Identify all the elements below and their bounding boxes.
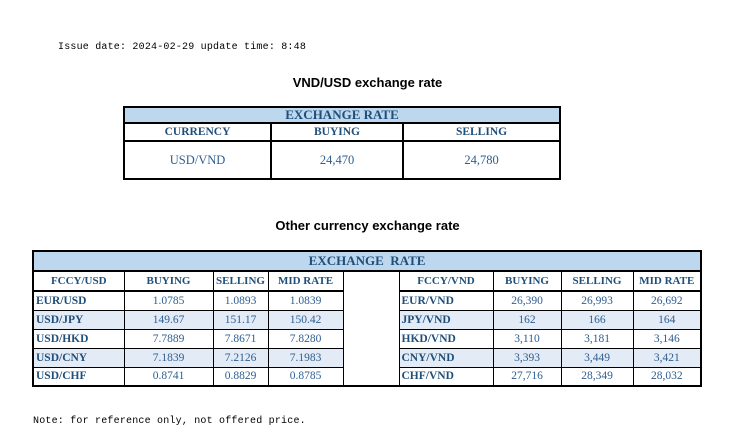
mid-rate-cell: 3,146 — [632, 328, 703, 349]
column-header-currency: CURRENCY — [123, 122, 272, 142]
mid-rate-cell: 150.42 — [267, 309, 344, 330]
buying-rate-cell: 162 — [492, 309, 562, 330]
buying-rate-cell: 0.8741 — [123, 366, 214, 387]
buying-rate-cell: 3,110 — [492, 328, 562, 349]
column-header-selling: SELLING — [560, 270, 634, 292]
selling-rate-cell: 7.2126 — [212, 347, 269, 368]
table-row: USD/CNY 7.1839 7.2126 7.1983 CNY/VND 3,3… — [32, 347, 703, 368]
other-currency-exchange-table: EXCHANGE RATE FCCY/USD BUYING SELLING MI… — [31, 250, 703, 387]
selling-rate-cell: 3,449 — [560, 347, 634, 368]
column-header-selling: SELLING — [212, 270, 269, 292]
currency-pair-cell: JPY/VND — [398, 309, 494, 330]
table-row: USD/VND 24,470 24,780 — [123, 140, 562, 180]
table-row: USD/HKD 7.7889 7.8671 7.8280 HKD/VND 3,1… — [32, 328, 703, 349]
mid-rate-cell: 3,421 — [632, 347, 703, 368]
table-row: USD/CHF 0.8741 0.8829 0.8785 CHF/VND 27,… — [32, 366, 703, 387]
selling-rate-cell: 1.0893 — [212, 290, 269, 311]
column-header-mid-rate: MID RATE — [632, 270, 703, 292]
other-table-title: Other currency exchange rate — [275, 218, 460, 233]
buying-rate-cell: 27,716 — [492, 366, 562, 387]
selling-rate-cell: 7.8671 — [212, 328, 269, 349]
buying-rate-cell: 7.1839 — [123, 347, 214, 368]
currency-cell: USD/VND — [123, 140, 272, 180]
column-header-buying: BUYING — [492, 270, 562, 292]
mid-rate-cell: 7.1983 — [267, 347, 344, 368]
currency-pair-cell: CNY/VND — [398, 347, 494, 368]
selling-rate-cell: 28,349 — [560, 366, 634, 387]
buying-rate-cell: 7.7889 — [123, 328, 214, 349]
column-header-buying: BUYING — [123, 270, 214, 292]
currency-pair-cell: EUR/VND — [398, 290, 494, 311]
selling-rate-cell: 3,181 — [560, 328, 634, 349]
column-header-fccy-vnd: FCCY/VND — [398, 270, 494, 292]
mid-rate-cell: 0.8785 — [267, 366, 344, 387]
column-header-buying: BUYING — [270, 122, 404, 142]
column-header-mid-rate: MID RATE — [267, 270, 344, 292]
other-table-header-row: FCCY/USD BUYING SELLING MID RATE FCCY/VN… — [32, 270, 703, 387]
column-header-selling: SELLING — [401, 122, 562, 142]
usd-table-banner: EXCHANGE RATE — [122, 106, 562, 124]
mid-rate-cell: 1.0839 — [267, 290, 344, 311]
usd-vnd-exchange-table: EXCHANGE RATE CURRENCY BUYING SELLING US… — [122, 106, 562, 180]
other-table-banner: EXCHANGE RATE — [31, 250, 703, 272]
currency-pair-cell: USD/JPY — [32, 309, 125, 330]
selling-rate-cell: 26,993 — [560, 290, 634, 311]
currency-pair-cell: USD/CHF — [32, 366, 125, 387]
mid-rate-cell: 7.8280 — [267, 328, 344, 349]
currency-pair-cell: USD/HKD — [32, 328, 125, 349]
currency-pair-cell: EUR/USD — [32, 290, 125, 311]
usd-table-title: VND/USD exchange rate — [292, 75, 443, 90]
buying-rate-cell: 3,393 — [492, 347, 562, 368]
buying-rate-cell: 1.0785 — [123, 290, 214, 311]
table-row: USD/JPY 149.67 151.17 150.42 JPY/VND 162… — [32, 309, 703, 330]
mid-rate-cell: 28,032 — [632, 366, 703, 387]
table-row: EUR/USD 1.0785 1.0893 1.0839 EUR/VND 26,… — [32, 290, 703, 311]
currency-pair-cell: USD/CNY — [32, 347, 125, 368]
buying-rate-cell: 149.67 — [123, 309, 214, 330]
selling-rate-cell: 151.17 — [212, 309, 269, 330]
selling-rate-cell: 166 — [560, 309, 634, 330]
issue-date-text: Issue date: 2024-02-29 update time: 8:48 — [58, 42, 307, 53]
column-header-fccy-usd: FCCY/USD — [32, 270, 125, 292]
usd-table-header-row: CURRENCY BUYING SELLING — [123, 122, 562, 142]
buying-rate-cell: 26,390 — [492, 290, 562, 311]
currency-pair-cell: CHF/VND — [398, 366, 494, 387]
selling-rate-cell: 0.8829 — [212, 366, 269, 387]
footnote-text: Note: for reference only, not offered pr… — [33, 416, 306, 427]
spacer-column — [342, 270, 400, 387]
buying-rate-cell: 24,470 — [270, 140, 404, 180]
mid-rate-cell: 164 — [632, 309, 703, 330]
mid-rate-cell: 26,692 — [632, 290, 703, 311]
currency-pair-cell: HKD/VND — [398, 328, 494, 349]
selling-rate-cell: 24,780 — [401, 140, 562, 180]
